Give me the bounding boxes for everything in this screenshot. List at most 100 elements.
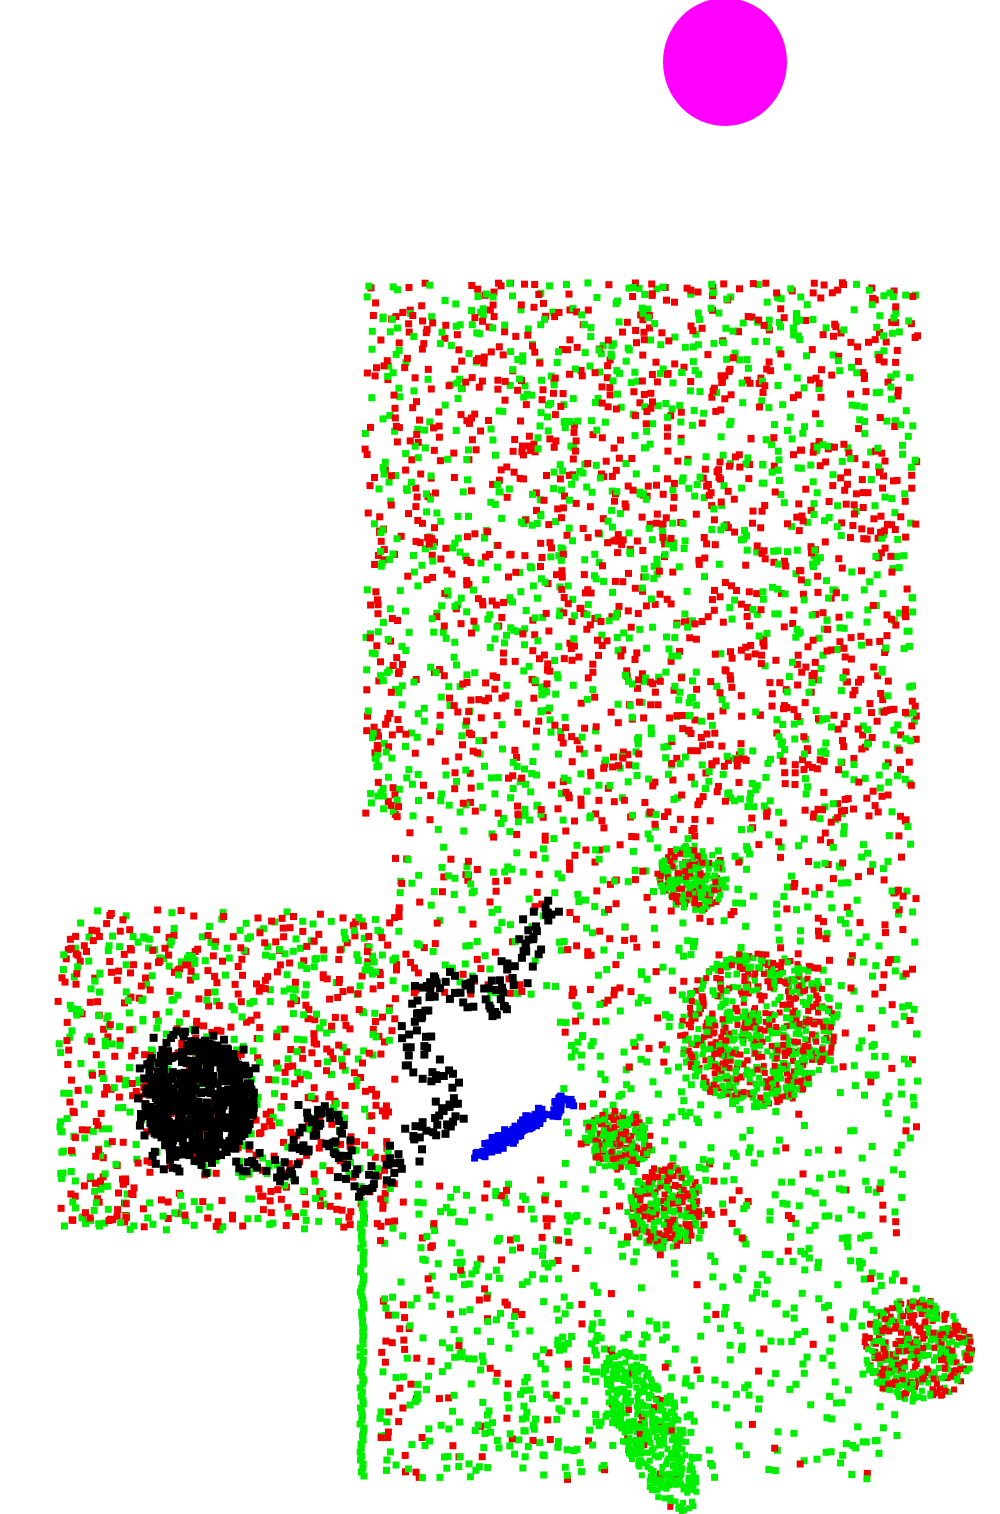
- occupied-point: [835, 555, 843, 563]
- object-free-point: [706, 898, 713, 905]
- free-point: [445, 1425, 453, 1433]
- object-occupied-point: [756, 992, 763, 999]
- free-point: [507, 794, 515, 802]
- occupied-point: [712, 407, 720, 415]
- free-point: [353, 1077, 361, 1084]
- free-point: [360, 1472, 368, 1480]
- free-point: [697, 1101, 705, 1109]
- free-point: [695, 1164, 703, 1171]
- object-free-point: [681, 891, 688, 898]
- occupied-point: [468, 629, 475, 637]
- free-point: [626, 702, 634, 710]
- free-point: [457, 385, 465, 393]
- free-point: [60, 1222, 68, 1230]
- free-point: [678, 369, 686, 376]
- free-point: [783, 1014, 790, 1022]
- free-point: [104, 1140, 112, 1148]
- occupied-point: [436, 457, 444, 465]
- occupied-point: [492, 877, 500, 885]
- occupied-point: [659, 490, 667, 498]
- occupied-point: [165, 933, 173, 941]
- occupied-point: [584, 586, 592, 594]
- free-point: [613, 367, 621, 375]
- occupied-point: [540, 496, 548, 504]
- occupied-point: [323, 975, 331, 983]
- free-point: [828, 1361, 836, 1369]
- free-point: [748, 1294, 756, 1302]
- occupied-point: [541, 1196, 549, 1204]
- free-point: [90, 1206, 98, 1214]
- free-point: [564, 776, 572, 784]
- occupied-point: [566, 370, 573, 378]
- occupied-point: [280, 1093, 288, 1100]
- free-point: [590, 1282, 598, 1290]
- occupied-point: [719, 707, 727, 715]
- free-point: [627, 1310, 634, 1318]
- free-point: [676, 401, 684, 409]
- object-free-point: [713, 865, 720, 872]
- occupied-point: [143, 1157, 151, 1165]
- free-point: [367, 790, 375, 798]
- occupied-point: [428, 535, 436, 543]
- occupied-point: [704, 1207, 712, 1214]
- free-point: [391, 685, 399, 693]
- occupied-point: [594, 744, 602, 752]
- free-point: [883, 417, 891, 425]
- occupied-point: [733, 587, 740, 594]
- occupied-point: [614, 719, 622, 727]
- free-point: [792, 633, 800, 641]
- occupied-point: [572, 915, 580, 923]
- free-point: [899, 450, 907, 458]
- free-point: [473, 1327, 481, 1335]
- free-point: [723, 295, 731, 303]
- free-point: [894, 721, 902, 729]
- occupied-point: [908, 1056, 916, 1064]
- free-point: [905, 317, 913, 325]
- occupied-point: [713, 788, 721, 796]
- object-free-point: [680, 844, 687, 851]
- free-point: [589, 1320, 597, 1328]
- free-point: [521, 382, 529, 390]
- occupied-point: [337, 1140, 345, 1148]
- occupied-point: [737, 600, 745, 608]
- free-point: [506, 381, 514, 389]
- free-point: [877, 1282, 885, 1289]
- object-occupied-point: [691, 898, 698, 905]
- free-point: [594, 971, 602, 979]
- free-point: [858, 641, 865, 649]
- free-point: [414, 771, 422, 778]
- occupied-point: [798, 668, 806, 676]
- occupied-point: [381, 1166, 389, 1174]
- free-point: [670, 1259, 678, 1267]
- object-occupied-point: [720, 1028, 727, 1035]
- object-occupied-point: [676, 849, 683, 856]
- free-point: [738, 826, 745, 834]
- object-occupied-point: [667, 848, 674, 854]
- occupied-point: [94, 1121, 102, 1129]
- free-point: [345, 1170, 353, 1178]
- free-point: [138, 996, 146, 1004]
- occupied-point: [441, 334, 449, 342]
- occupied-point: [465, 729, 473, 737]
- object-free-point: [824, 1026, 831, 1033]
- free-point: [596, 1001, 604, 1008]
- free-point: [368, 345, 376, 353]
- occupied-point: [820, 918, 827, 926]
- free-point: [154, 1017, 162, 1025]
- object-occupied-point: [657, 872, 664, 879]
- occupied-point: [450, 449, 458, 457]
- occupied-point: [647, 701, 655, 709]
- occupied-point: [443, 566, 451, 574]
- free-point: [640, 565, 648, 573]
- occupied-point: [146, 1168, 154, 1176]
- free-point: [892, 902, 900, 909]
- occupied-point: [617, 436, 624, 444]
- occupied-point: [876, 328, 883, 336]
- free-point: [418, 1474, 426, 1482]
- free-point: [445, 683, 453, 691]
- occupied-point: [454, 708, 462, 716]
- free-point: [766, 1251, 774, 1259]
- free-point: [514, 356, 522, 363]
- free-point: [191, 956, 199, 964]
- free-point: [583, 695, 591, 703]
